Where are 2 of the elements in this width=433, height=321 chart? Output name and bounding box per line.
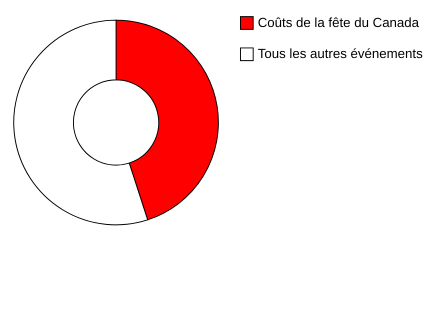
legend-label: Tous les autres événements [258,46,424,62]
legend-label: Coûts de la fête du Canada [258,14,420,30]
